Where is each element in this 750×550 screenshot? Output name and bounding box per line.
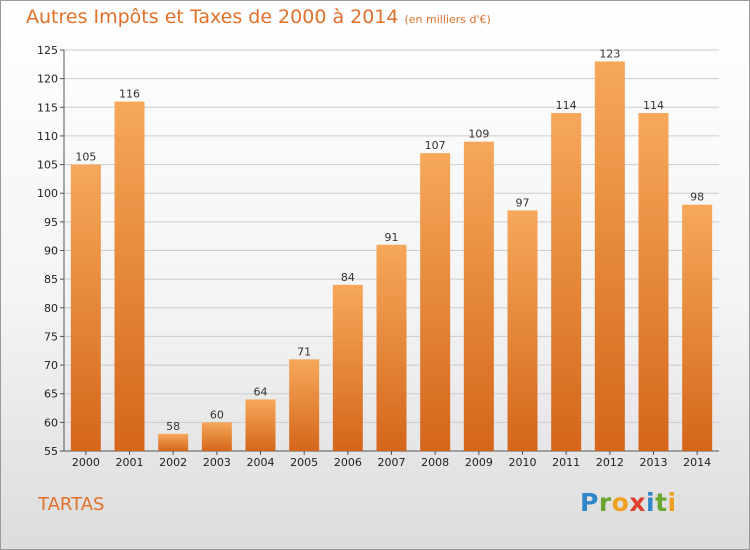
- bar: [551, 113, 582, 451]
- bar: [332, 284, 363, 451]
- bar: [463, 141, 494, 451]
- logo-letter: P: [580, 488, 599, 517]
- y-tick-label: 120: [37, 73, 58, 86]
- bar: [507, 210, 538, 451]
- chart-title: Autres Impôts et Taxes de 2000 à 2014 (en…: [26, 6, 491, 28]
- x-tick-label: 2000: [72, 456, 100, 469]
- y-tick-label: 85: [44, 273, 58, 286]
- bar-value-label: 64: [254, 385, 268, 398]
- logo-letter: x: [629, 488, 646, 517]
- x-tick-label: 2012: [596, 456, 624, 469]
- bar-value-label: 114: [643, 99, 664, 112]
- bar: [376, 244, 407, 451]
- x-tick-label: 2011: [552, 456, 580, 469]
- y-tick-label: 95: [44, 216, 58, 229]
- y-tick-label: 90: [44, 245, 58, 258]
- bar-value-label: 98: [690, 191, 704, 204]
- logo-letter: i: [646, 488, 656, 517]
- bar-value-label: 71: [297, 345, 311, 358]
- y-tick-label: 70: [44, 359, 58, 372]
- bar-value-label: 109: [468, 128, 489, 141]
- x-tick-label: 2003: [203, 456, 231, 469]
- y-tick-label: 75: [44, 330, 58, 343]
- bar: [420, 153, 451, 451]
- logo-letter: o: [611, 488, 630, 517]
- x-tick-label: 2013: [640, 456, 668, 469]
- x-tick-label: 2010: [509, 456, 537, 469]
- bar-value-label: 60: [210, 408, 224, 421]
- bar: [594, 61, 625, 451]
- x-tick-label: 2002: [159, 456, 187, 469]
- logo-letter: r: [598, 488, 612, 517]
- bar: [682, 204, 713, 451]
- x-tick-label: 2001: [116, 456, 144, 469]
- bar: [114, 101, 145, 452]
- logo-letter: t: [655, 488, 668, 517]
- bar-value-label: 116: [119, 88, 140, 101]
- bar: [289, 359, 320, 451]
- bar: [158, 433, 189, 451]
- bar-value-label: 58: [166, 420, 180, 433]
- x-tick-label: 2007: [378, 456, 406, 469]
- bar-value-label: 84: [341, 271, 355, 284]
- bar: [70, 164, 101, 452]
- x-tick-label: 2014: [683, 456, 711, 469]
- bar-value-label: 114: [556, 99, 577, 112]
- x-tick-label: 2009: [465, 456, 493, 469]
- bar-value-label: 105: [75, 151, 96, 164]
- bar-value-label: 91: [385, 231, 399, 244]
- town-name: TARTAS: [38, 494, 105, 515]
- bar-value-label: 123: [599, 47, 620, 60]
- x-tick-label: 2008: [421, 456, 449, 469]
- logo-letter: i: [667, 488, 677, 517]
- y-tick-label: 105: [37, 159, 58, 172]
- bar-value-label: 107: [425, 139, 446, 152]
- title-main: Autres Impôts et Taxes de 2000 à 2014: [26, 6, 399, 28]
- bar: [638, 113, 669, 451]
- y-tick-label: 80: [44, 302, 58, 315]
- y-tick-label: 100: [37, 187, 58, 200]
- x-tick-label: 2005: [290, 456, 318, 469]
- bar: [245, 399, 276, 451]
- y-tick-label: 125: [37, 44, 58, 57]
- bar: [201, 422, 232, 451]
- y-tick-label: 55: [44, 445, 58, 458]
- x-tick-label: 2004: [247, 456, 275, 469]
- title-unit: (en milliers d'€): [404, 13, 491, 26]
- y-tick-label: 65: [44, 388, 58, 401]
- y-tick-label: 110: [37, 130, 58, 143]
- bar-value-label: 97: [516, 196, 530, 209]
- x-tick-label: 2006: [334, 456, 362, 469]
- y-tick-label: 60: [44, 416, 58, 429]
- proxiti-logo: Proxiti: [580, 488, 677, 517]
- y-tick-label: 115: [37, 101, 58, 114]
